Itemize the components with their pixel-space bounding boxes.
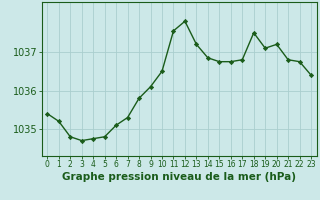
X-axis label: Graphe pression niveau de la mer (hPa): Graphe pression niveau de la mer (hPa) bbox=[62, 172, 296, 182]
